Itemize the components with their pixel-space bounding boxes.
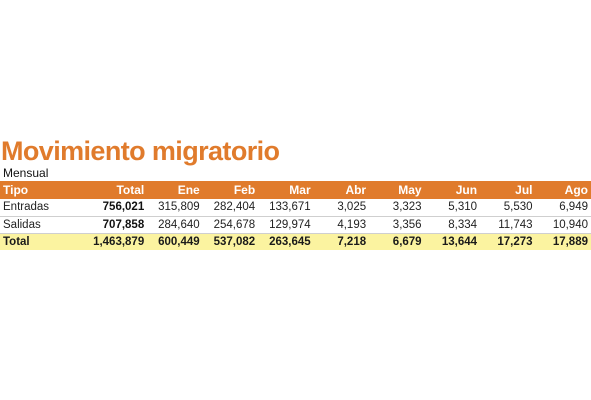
table-row: Entradas 756,021 315,809 282,404 133,671… — [0, 199, 591, 216]
column-header: May — [398, 183, 422, 197]
table-cell: 600,449 — [158, 235, 200, 248]
table-cell: Salidas — [3, 218, 41, 231]
table-total-row: Total 1,463,879 600,449 537,082 263,645 … — [0, 233, 591, 250]
table-cell: 6,679 — [392, 235, 422, 248]
column-header: Tipo — [3, 183, 29, 197]
table-header-row: Tipo Total Ene Feb Mar Abr May Jun Jul A… — [0, 181, 591, 199]
column-header: Total — [116, 183, 145, 197]
table-cell: 5,530 — [503, 201, 533, 214]
table-cell: 11,743 — [498, 218, 533, 231]
table-cell: 3,356 — [392, 218, 422, 231]
table-cell: 133,671 — [269, 201, 311, 214]
column-header: Mar — [289, 183, 311, 197]
data-table: Tipo Total Ene Feb Mar Abr May Jun Jul A… — [0, 181, 591, 250]
table-cell: 315,809 — [158, 201, 200, 214]
page-title: Movimiento migratorio — [1, 136, 280, 166]
table-cell: 17,889 — [552, 235, 588, 248]
table-cell: Entradas — [3, 201, 50, 214]
table-cell: Total — [3, 235, 30, 248]
table-cell: 756,021 — [102, 201, 145, 214]
column-header: Jun — [455, 183, 478, 197]
table-cell: 6,949 — [559, 201, 588, 214]
column-header: Abr — [345, 183, 367, 197]
column-header: Ene — [177, 183, 200, 197]
table-cell: 3,323 — [392, 201, 422, 214]
table-cell: 8,334 — [448, 218, 478, 231]
table-cell: 3,025 — [337, 201, 367, 214]
migration-table-block: Movimiento migratorio Mensual Tipo Total… — [0, 136, 591, 250]
table-cell: 17,273 — [497, 235, 533, 248]
table-cell: 537,082 — [213, 235, 256, 248]
table-cell: 4,193 — [337, 218, 367, 231]
table-cell: 284,640 — [158, 218, 200, 231]
table-cell: 10,940 — [552, 218, 588, 231]
table-cell: 13,644 — [441, 235, 478, 248]
table-cell: 254,678 — [213, 218, 256, 231]
column-header: Jul — [515, 183, 533, 197]
table-cell: 129,974 — [269, 218, 311, 231]
table-cell: 707,858 — [102, 218, 145, 231]
table-cell: 5,310 — [448, 201, 478, 214]
table-cell: 282,404 — [213, 201, 256, 214]
table-cell: 7,218 — [337, 235, 367, 248]
table-row: Salidas 707,858 284,640 254,678 129,974 … — [0, 216, 591, 233]
column-header: Feb — [233, 183, 256, 197]
table-cell: 1,463,879 — [93, 235, 145, 248]
column-header: Ago — [564, 183, 588, 197]
table-cell: 263,645 — [269, 235, 311, 248]
page-subtitle: Mensual — [3, 166, 49, 180]
